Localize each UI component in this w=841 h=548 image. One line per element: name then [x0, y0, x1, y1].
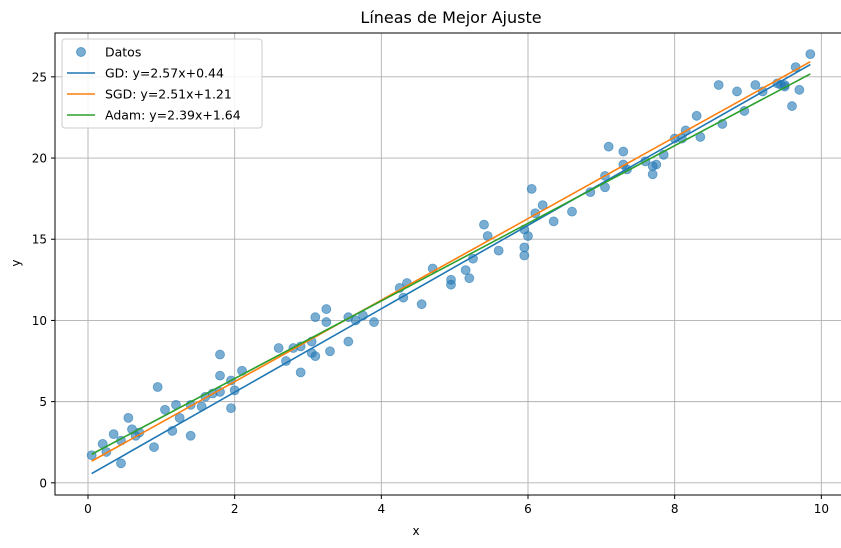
data-point — [464, 273, 475, 284]
data-point — [108, 429, 119, 440]
data-point — [526, 183, 537, 194]
data-point — [713, 80, 724, 90]
data-point — [651, 159, 662, 170]
data-point — [149, 442, 159, 452]
x-tick-label: 6 — [524, 502, 532, 516]
legend-label: GD: y=2.57x+0.44 — [105, 66, 224, 81]
data-point — [647, 169, 658, 180]
legend-label: Datos — [105, 45, 141, 60]
data-point — [160, 404, 170, 415]
data-point — [519, 242, 530, 253]
data-point — [325, 346, 335, 357]
data-point — [215, 349, 225, 360]
data-point — [321, 304, 332, 314]
x-tick-label: 8 — [671, 502, 679, 516]
chart-title: Líneas de Mejor Ajuste — [360, 8, 541, 27]
data-point — [123, 412, 134, 423]
data-point — [805, 49, 816, 60]
y-axis-label: y — [9, 259, 23, 266]
legend: Datos GD: y=2.57x+0.44 SGD: y=2.51x+1.21 Ad… — [61, 38, 263, 129]
data-point — [567, 206, 577, 217]
data-point — [603, 141, 614, 152]
data-point — [321, 317, 332, 327]
x-axis-label: x — [412, 524, 419, 538]
plot-data — [86, 49, 816, 475]
data-point — [479, 219, 489, 230]
data-point — [152, 382, 163, 392]
data-point — [691, 110, 702, 121]
data-point — [310, 351, 321, 362]
plot-frame — [54, 32, 841, 496]
data-point — [273, 343, 284, 353]
legend-label: Adam: y=2.39x+1.64 — [105, 108, 241, 123]
x-tick-label: 2 — [231, 502, 239, 516]
data-point — [295, 367, 306, 378]
data-point — [116, 458, 126, 469]
data-point — [732, 86, 742, 97]
data-point — [343, 336, 354, 347]
data-point — [787, 101, 797, 111]
x-tick-label: 4 — [378, 502, 386, 516]
fit-line — [91, 63, 811, 475]
data-point — [519, 250, 530, 261]
data-point — [460, 265, 471, 275]
data-point — [794, 84, 805, 95]
data-point — [185, 430, 196, 441]
data-point — [493, 245, 504, 256]
fit-line — [91, 73, 811, 455]
y-tick-label: 20 — [32, 152, 47, 166]
y-tick-label: 25 — [32, 70, 47, 84]
data-point — [446, 279, 456, 290]
legend-label: SGD: y=2.51x+1.21 — [105, 87, 232, 102]
data-point — [750, 80, 761, 90]
y-tick-label: 0 — [39, 476, 47, 490]
data-point — [226, 403, 236, 414]
data-point — [174, 412, 185, 423]
data-point — [416, 299, 427, 310]
data-point — [548, 216, 559, 227]
data-point — [523, 231, 533, 241]
legend-marker — [76, 47, 86, 57]
x-tick-label: 10 — [814, 502, 829, 516]
fit-line — [91, 60, 811, 462]
data-point — [310, 312, 321, 323]
legend-box — [61, 38, 263, 129]
data-point — [369, 317, 379, 327]
y-tick-label: 10 — [32, 314, 47, 328]
y-tick-label: 15 — [32, 233, 47, 247]
axis-ticks: 0 2 4 6 8 10 0 5 10 15 20 25 — [32, 70, 829, 516]
x-tick-label: 0 — [84, 502, 92, 516]
data-point — [215, 370, 225, 381]
data-point — [618, 146, 629, 157]
y-tick-label: 5 — [39, 395, 47, 409]
